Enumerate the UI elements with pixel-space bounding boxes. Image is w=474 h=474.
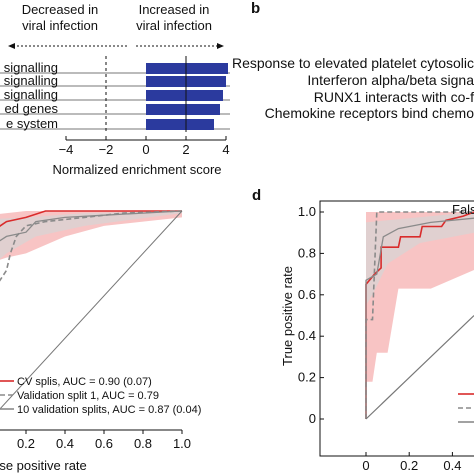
x-tick-label: −4: [59, 142, 74, 157]
x-axis-label-c: alse positive rate: [0, 458, 87, 473]
bar: [146, 90, 223, 101]
panel-label-d: d: [252, 187, 261, 204]
ten-split-band: [0, 211, 182, 260]
x-axis-c: 0.2 0.4 0.6 0.8 1.0: [0, 429, 191, 451]
roc-plot-c: [0, 210, 183, 410]
panel-label-b: b: [251, 0, 260, 17]
category-label: ed genes: [5, 101, 59, 116]
x-tick-label-c: 0.8: [134, 436, 152, 451]
category-label: signalling: [4, 87, 58, 102]
roc-series-c: [0, 210, 183, 410]
legend-label-c: 10 validation splits, AUC = 0.87 (0.04): [17, 404, 201, 416]
enrichment-bar-chart: Decreased in viral infection Increased i…: [0, 2, 230, 177]
legend-c: CV splis, AUC = 0.90 (0.07) Validation sp…: [0, 376, 201, 416]
pathway-item: Response to elevated platelet cytosolic: [232, 55, 474, 71]
roc-plot-d: [319, 200, 474, 457]
x-tick-label: 2: [182, 142, 189, 157]
decreased-header-line1: Decreased in: [22, 2, 99, 17]
x-tick-label-d: 0: [362, 458, 369, 473]
bar: [146, 63, 228, 74]
roc-series-c: [0, 210, 183, 242]
x-tick-label: −2: [99, 142, 114, 157]
left-arrow-head: [8, 43, 15, 49]
y-tick-label-d: 0.8: [298, 245, 316, 260]
x-tick-label: 4: [222, 142, 229, 157]
x-axis: −4 −2 0 2 4: [59, 136, 230, 157]
ten-split-band-d: [366, 212, 474, 306]
bars: [146, 56, 228, 132]
x-tick-label: 0: [142, 142, 149, 157]
x-tick-label-d: 0.2: [400, 458, 418, 473]
x-tick-label-d: 0.4: [443, 458, 461, 473]
category-label: signalling: [4, 60, 58, 75]
pathway-list: Response to elevated platelet cytosolicI…: [232, 55, 474, 121]
roc-series-d: [365, 217, 474, 419]
x-tick-label-c: 1.0: [173, 436, 191, 451]
decreased-header-line2: viral infection: [22, 18, 98, 33]
axes-d: 0 0.2 0.4 0.6 0.8 1.0 0 0.2 0.4: [298, 204, 462, 473]
legend-d: [458, 393, 474, 423]
category-label: signalling: [4, 73, 58, 88]
x-axis-label-d: False: [452, 202, 474, 217]
y-tick-label-d: 0.6: [298, 287, 316, 302]
right-arrow-head: [217, 43, 224, 49]
x-axis-label: Normalized enrichment score: [52, 162, 221, 177]
pathway-item: RUNX1 interacts with co-f: [314, 89, 474, 105]
increased-header-line1: Increased in: [139, 2, 210, 17]
y-tick-label-d: 0.2: [298, 370, 316, 385]
roc-chart-c: CV splis, AUC = 0.90 (0.07) Validation sp…: [0, 210, 201, 473]
roc-series-d: [365, 315, 474, 420]
bar: [146, 119, 214, 130]
pathway-item: Chemokine receptors bind chemo: [265, 105, 474, 121]
plot-frame-d: [319, 200, 474, 457]
y-tick-label-d: 0: [309, 411, 316, 426]
y-axis-label-d: True positive rate: [280, 266, 295, 366]
y-tick-label-d: 1.0: [298, 204, 316, 219]
pathway-item: Interferon alpha/beta signa: [307, 72, 474, 88]
category-label: e system: [6, 116, 58, 131]
x-tick-label-c: 0.4: [56, 436, 74, 451]
legend-label-c: Validation split 1, AUC = 0.79: [17, 390, 159, 402]
y-tick-label-d: 0.4: [298, 328, 316, 343]
direction-arrows: [8, 43, 224, 49]
roc-series-c: [0, 210, 182, 227]
bar: [146, 104, 220, 115]
x-tick-label-c: 0.6: [95, 436, 113, 451]
roc-series-c: [0, 210, 183, 282]
increased-header-line2: viral infection: [136, 18, 212, 33]
x-tick-label-c: 0.2: [17, 436, 35, 451]
roc-chart-d: 0 0.2 0.4 0.6 0.8 1.0 0 0.2 0.4 True positive ra…: [280, 200, 474, 473]
legend-label-c: CV splis, AUC = 0.90 (0.07): [17, 376, 152, 388]
